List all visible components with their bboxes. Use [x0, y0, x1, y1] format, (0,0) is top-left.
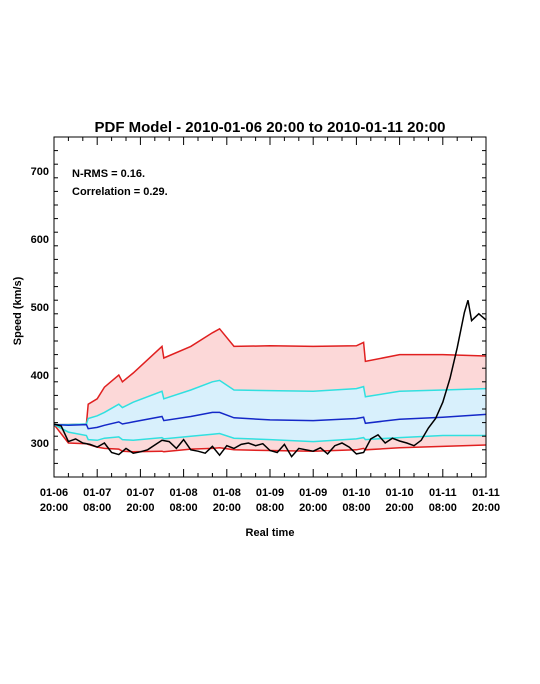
x-tick-label-date: 01-10: [386, 487, 414, 499]
upper-inner-line: [54, 379, 487, 426]
x-tick-label-date: 01-07: [83, 487, 111, 499]
y-axis: 300 400 500 600 700: [31, 136, 486, 478]
chart-title: PDF Model - 2010-01-06 20:00 to 2010-01-…: [94, 119, 445, 136]
x-tick-label-time: 20:00: [472, 502, 500, 514]
median-line: [53, 411, 487, 430]
x-tick-label-time: 20:00: [386, 502, 414, 514]
x-tick-label-date: 01-08: [213, 487, 241, 499]
x-tick-label-time: 20:00: [126, 502, 154, 514]
x-tick-label-time: 20:00: [213, 502, 241, 514]
x-tick-label-time: 20:00: [40, 502, 68, 514]
x-tick-label-date: 01-11: [429, 487, 457, 499]
observed-speed-line: [53, 299, 487, 458]
x-tick-label-date: 01-09: [256, 487, 284, 499]
nrms-annotation: N-RMS = 0.16.: [72, 168, 145, 180]
x-tick-label-time: 20:00: [299, 502, 327, 514]
y-tick-label: 700: [31, 166, 49, 178]
inner-confidence-band: [54, 380, 486, 442]
x-tick-label-date: 01-11: [472, 487, 500, 499]
x-tick-label-time: 08:00: [256, 502, 284, 514]
y-axis-label: Speed (km/s): [12, 276, 24, 345]
y-tick-label: 300: [31, 438, 49, 450]
x-axis: 01-06 20:00 01-07 08:00 01-07 20:00 01-08 08:00…: [40, 137, 500, 514]
x-tick-label-date: 01-08: [170, 487, 198, 499]
y-tick-label: 400: [31, 370, 49, 382]
x-tick-label-time: 08:00: [429, 502, 457, 514]
line-layer: [53, 299, 487, 458]
lower-inner-line: [53, 423, 486, 443]
y-tick-label: 500: [31, 302, 49, 314]
x-axis-label: Real time: [246, 527, 295, 539]
x-tick-label-time: 08:00: [83, 502, 111, 514]
x-tick-label-date: 01-06: [40, 487, 68, 499]
x-tick-label-date: 01-10: [342, 487, 370, 499]
x-tick-label-time: 08:00: [170, 502, 198, 514]
x-tick-label-date: 01-07: [126, 487, 154, 499]
x-tick-label-time: 08:00: [342, 502, 370, 514]
correlation-annotation: Correlation = 0.29.: [72, 186, 168, 198]
x-tick-label-date: 01-09: [299, 487, 327, 499]
upper-outer-line: [54, 327, 487, 426]
y-tick-label: 600: [31, 234, 49, 246]
